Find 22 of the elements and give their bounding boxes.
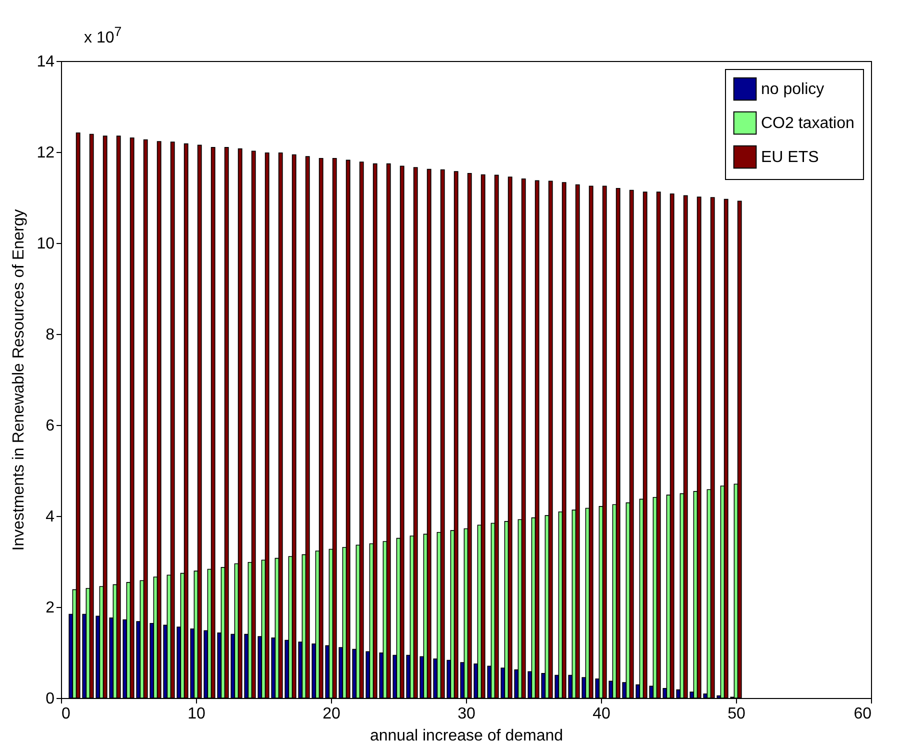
y-axis-title: Investments in Renewable Resources of Energy [10,209,28,551]
x-tick-label: 0 [62,706,70,722]
x-tick-label: 40 [592,706,610,722]
legend-label: CO2 taxation [761,115,854,132]
x-tick-label: 60 [854,706,872,722]
x-tick-label: 50 [728,706,746,722]
y-tick-label: 8 [46,326,55,344]
y-tick-label: 14 [36,54,55,70]
y-tick-label: 10 [36,236,55,252]
legend-label: no policy [761,81,824,98]
x-tick-label: 30 [458,706,476,722]
x-axis-title: annual increase of demand [370,728,564,744]
y-tick-label: 12 [36,144,55,162]
y-tick-label: 0 [46,690,55,708]
y-tick-label: 2 [46,600,55,616]
legend-label: EU ETS [761,149,819,166]
x-tick-label: 20 [322,706,340,722]
text: x 10$^{7}$ [84,24,122,48]
y-tick-label: 6 [46,418,55,434]
y-tick-label: 4 [46,508,55,526]
bar [737,200,742,698]
x-tick-label: 10 [188,706,206,722]
